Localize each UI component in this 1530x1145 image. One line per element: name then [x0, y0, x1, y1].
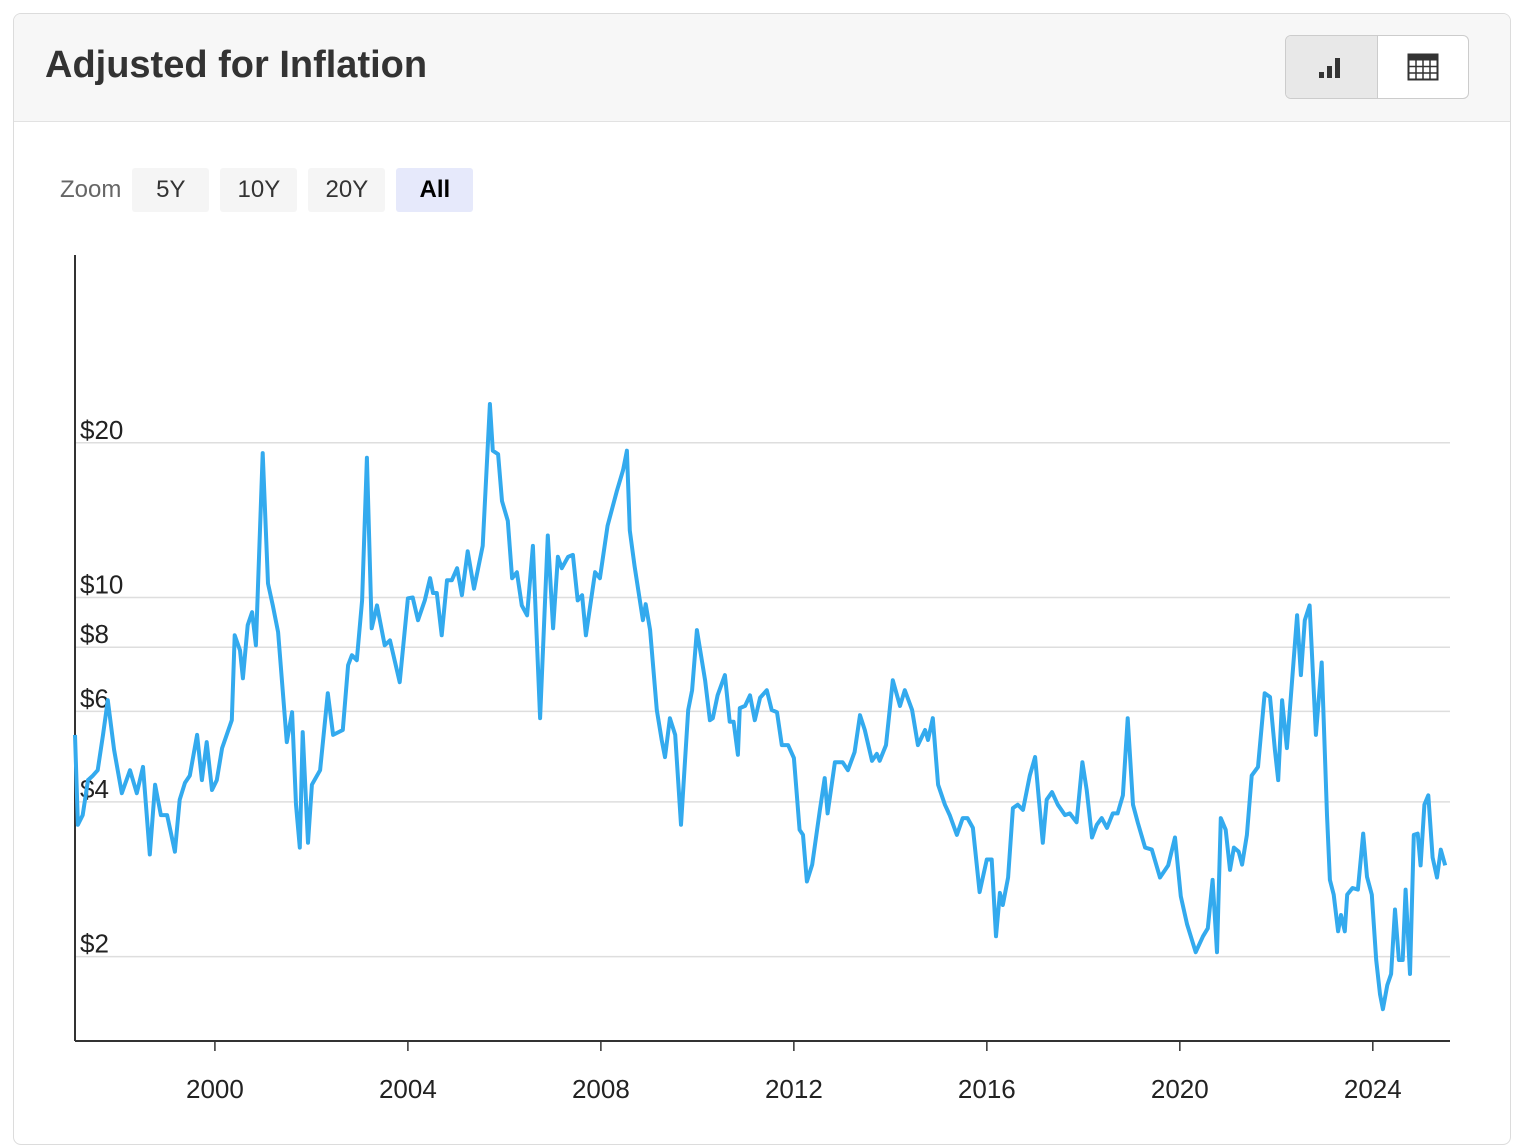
chart-icon	[1319, 58, 1341, 78]
y-tick-label: $20	[80, 415, 123, 445]
zoom-button[interactable]: 5Y	[132, 168, 210, 212]
y-tick-label: $8	[80, 619, 109, 649]
price-line	[73, 402, 1448, 1012]
card-header: Adjusted for Inflation	[14, 14, 1510, 122]
y-tick-label: $6	[80, 683, 109, 713]
table-icon	[1407, 53, 1439, 81]
chart-view-button[interactable]	[1286, 36, 1378, 98]
zoom-bar: Zoom 5Y 10Y 20Y All	[60, 168, 474, 212]
x-tick-label: 2016	[958, 1074, 1016, 1104]
y-tick-label: $10	[80, 569, 123, 599]
zoom-button[interactable]: All	[396, 168, 474, 212]
x-tick-label: 2012	[765, 1074, 823, 1104]
x-tick-label: 2004	[379, 1074, 437, 1104]
zoom-button[interactable]: 10Y	[220, 168, 298, 212]
x-tick-label: 2000	[186, 1074, 244, 1104]
y-tick-label: $2	[80, 929, 109, 959]
zoom-label: Zoom	[60, 176, 122, 203]
x-tick-label: 2008	[572, 1074, 630, 1104]
card-title: Adjusted for Inflation	[45, 44, 428, 86]
x-tick-label: 2024	[1344, 1074, 1402, 1104]
table-view-button[interactable]	[1378, 36, 1469, 98]
view-toggle	[1285, 35, 1469, 99]
zoom-button[interactable]: 20Y	[308, 168, 386, 212]
x-tick-label: 2020	[1151, 1074, 1209, 1104]
